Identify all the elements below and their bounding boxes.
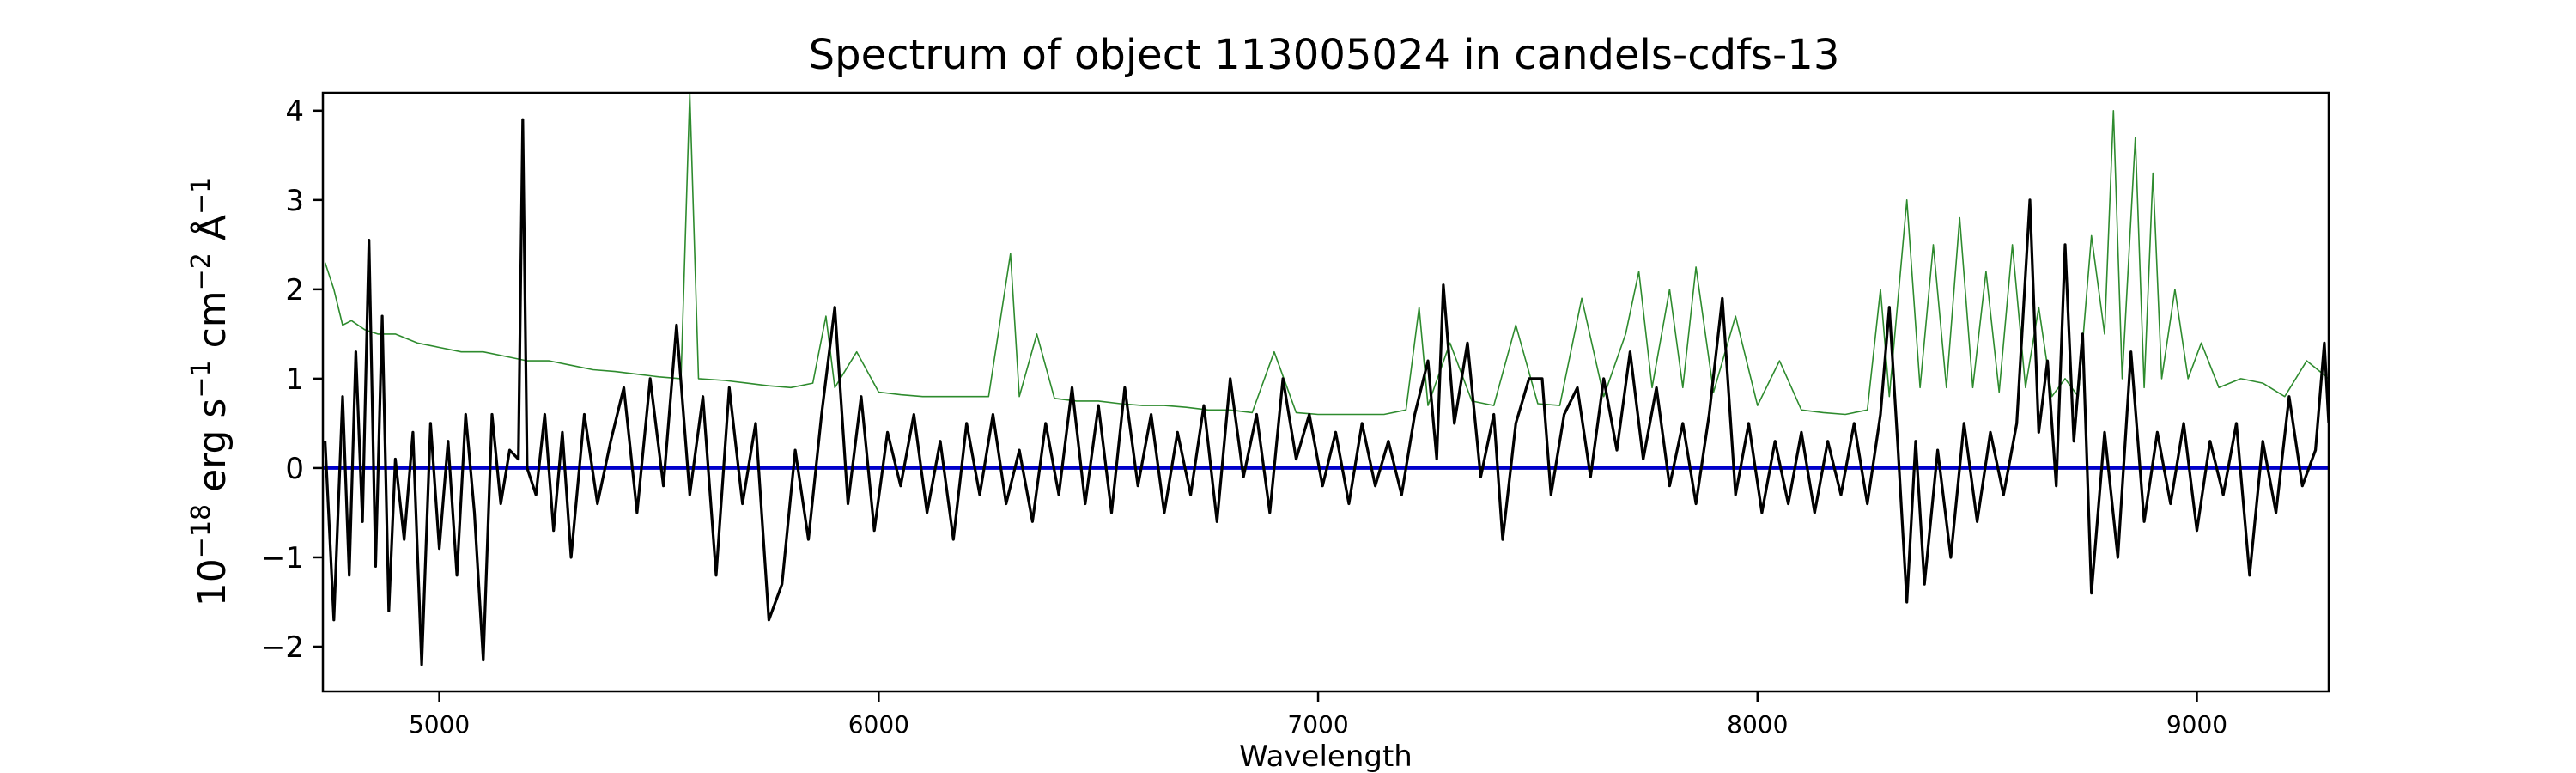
y-tick-label: −2 (261, 630, 304, 665)
y-tick-label: 3 (285, 184, 304, 218)
series-line-error (324, 93, 2329, 416)
y-tick-label: 4 (285, 94, 304, 129)
y-label-exp: −18 (186, 504, 216, 558)
y-tick-label: 2 (285, 273, 304, 307)
x-axis: 5000 6000 7000 8000 9000 (409, 691, 2227, 739)
x-tick-label: 7000 (1287, 710, 1348, 739)
x-tick-label: 8000 (1727, 710, 1788, 739)
y-label-exp-3: −1 (186, 177, 216, 215)
y-label-unit-2: cm (191, 290, 234, 360)
plot-frame (321, 91, 2330, 693)
x-tick-label: 9000 (2166, 710, 2227, 739)
x-tick-label: 5000 (409, 710, 470, 739)
y-axis-label: 10−18 erg s−1 cm−2 Å−1 (186, 177, 234, 606)
x-tick-label: 6000 (848, 710, 909, 739)
y-label-exp-2: −2 (186, 253, 216, 290)
y-label-unit-3: Å (189, 215, 234, 253)
chart-title: Spectrum of object 113005024 in candels-… (809, 31, 1840, 79)
y-label-base: 10 (191, 558, 234, 606)
y-tick-label: 1 (285, 362, 304, 397)
x-axis-label: Wavelength (1239, 740, 1413, 773)
y-tick-label: −1 (261, 541, 304, 575)
y-axis: −2 −1 0 1 2 3 4 (261, 94, 323, 665)
y-label-unit-1: erg s (191, 399, 234, 504)
y-label-exp-1: −1 (186, 360, 216, 398)
series-line-flux (324, 118, 2329, 666)
y-tick-label: 0 (285, 452, 304, 486)
series-layer (323, 93, 2329, 666)
